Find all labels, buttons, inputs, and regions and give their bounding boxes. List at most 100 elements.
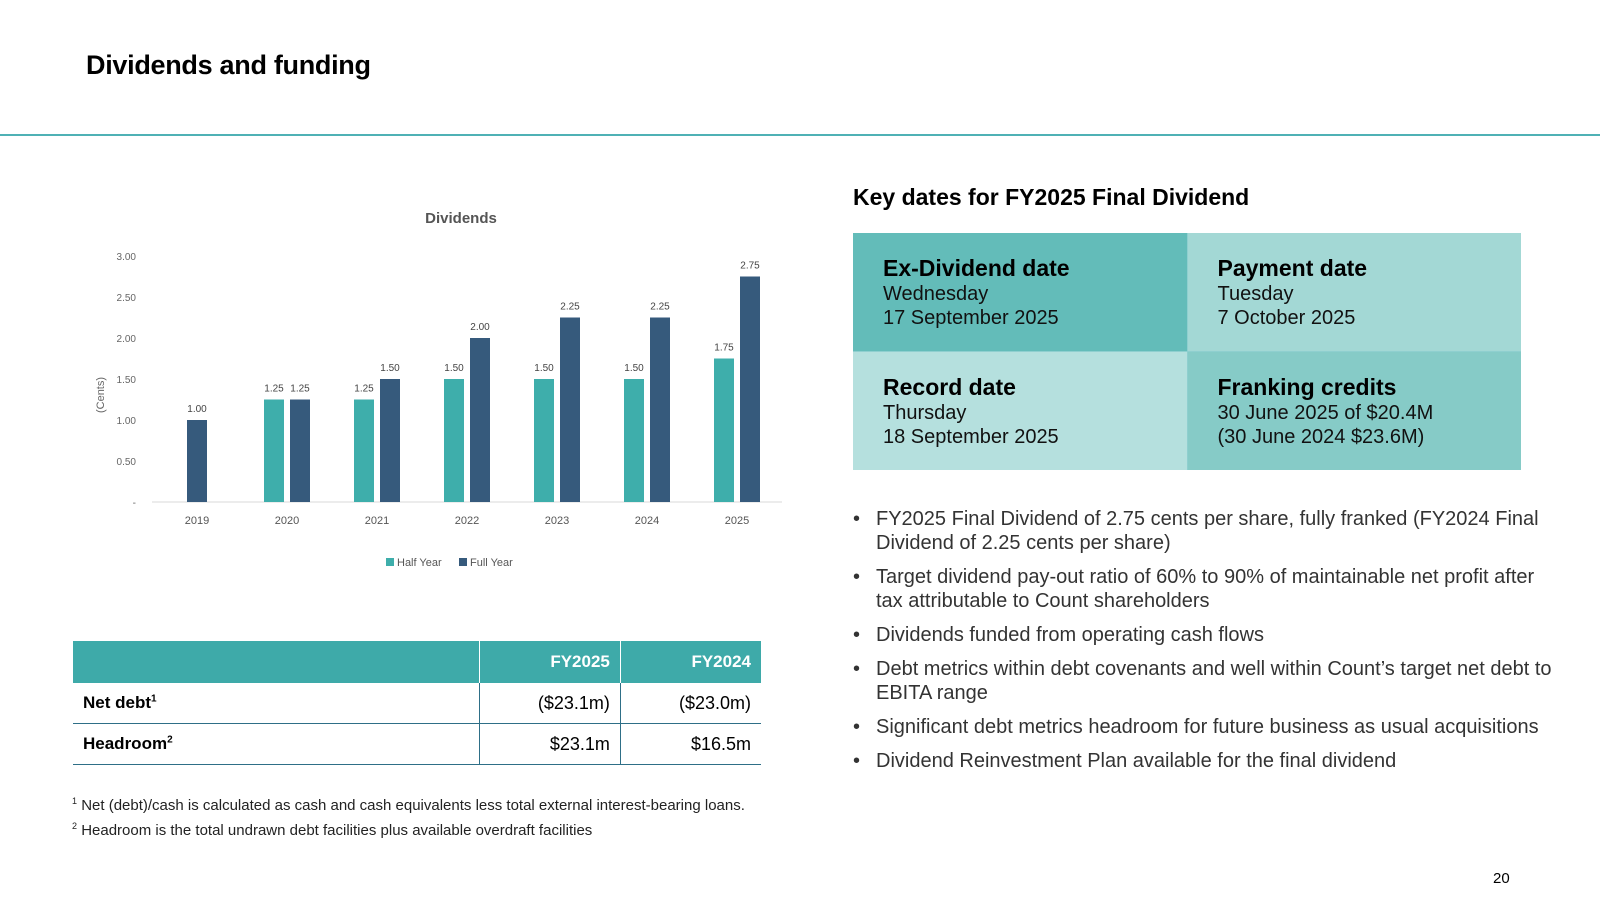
legend-swatch (386, 558, 394, 566)
full-year-bar (290, 399, 310, 502)
half-year-data-label: 1.50 (624, 363, 644, 374)
net-debt-label: Net debt (83, 693, 151, 712)
x-tick-label: 2019 (185, 515, 209, 527)
dividends-chart-svg: Dividends (Cents) - 0.50 1.00 1.50 2.00 2.50 3.0… (95, 210, 782, 569)
half-year-bar (624, 379, 644, 502)
full-year-data-label: 2.00 (470, 322, 490, 333)
legend-swatch (459, 558, 467, 566)
y-tick-label: 0.50 (117, 457, 137, 468)
full-year-data-label: 2.75 (740, 261, 760, 272)
x-tick-label: 2025 (725, 515, 749, 527)
table-row: Headroom2 $23.1m $16.5m (73, 723, 761, 765)
franking-card: Franking credits 30 June 2025 of $20.4M … (1187, 352, 1521, 470)
headroom-fy2025: $23.1m (478, 723, 621, 765)
record-date: 18 September 2025 (883, 426, 1059, 448)
half-year-data-label: 1.50 (444, 363, 464, 374)
half-year-data-label: 1.50 (534, 363, 554, 374)
title-divider (0, 134, 1600, 136)
net-debt-sup: 1 (151, 693, 157, 705)
headroom-label: Headroom (83, 734, 168, 753)
full-year-bar (187, 420, 207, 502)
payment-label: Payment date (1217, 255, 1368, 281)
key-dates-grid: Ex-Dividend date Wednesday 17 September … (853, 233, 1521, 470)
key-dates-title: Key dates for FY2025 Final Dividend (853, 184, 1250, 210)
x-tick-label: 2024 (635, 515, 659, 527)
bullet-item: Dividend Reinvestment Plan available for… (853, 749, 1553, 773)
headroom-fy2024: $16.5m (619, 723, 761, 765)
bullet-item: Dividends funded from operating cash flo… (853, 623, 1553, 647)
row-label-headroom: Headroom2 (73, 723, 479, 765)
y-axis-label: (Cents) (95, 377, 107, 413)
half-year-data-label: 1.75 (714, 343, 734, 354)
record-day: Thursday (883, 402, 967, 424)
payment-day: Tuesday (1217, 283, 1294, 305)
payment-date: 7 October 2025 (1217, 307, 1356, 329)
legend-label: Full Year (470, 557, 513, 569)
headroom-sup: 2 (167, 734, 173, 746)
half-year-bar (534, 379, 554, 502)
y-tick-label: 2.00 (117, 334, 137, 345)
ex-dividend-card: Ex-Dividend date Wednesday 17 September … (853, 233, 1187, 351)
bullet-item: Significant debt metrics headroom for fu… (853, 715, 1553, 739)
half-year-bar (264, 399, 284, 502)
full-year-data-label: 1.50 (380, 363, 400, 374)
full-year-data-label: 1.25 (290, 384, 310, 395)
x-tick-label: 2020 (275, 515, 299, 527)
footnotes: 1 Net (debt)/cash is calculated as cash … (72, 791, 745, 841)
y-tick-label: 1.50 (117, 375, 137, 386)
full-year-bar (560, 317, 580, 502)
dividend-bullets: FY2025 Final Dividend of 2.75 cents per … (853, 507, 1553, 783)
bullet-item: Debt metrics within debt covenants and w… (853, 657, 1553, 705)
table-row: Net debt1 ($23.1m) ($23.0m) (73, 683, 761, 724)
ex-dividend-day: Wednesday (883, 283, 989, 305)
x-tick-label: 2022 (455, 515, 479, 527)
record-card: Record date Thursday 18 September 2025 (853, 352, 1187, 470)
footnote-1-text: Net (debt)/cash is calculated as cash an… (81, 797, 745, 814)
franking-prior: (30 June 2024 $23.6M) (1217, 426, 1425, 448)
full-year-bar (740, 276, 760, 502)
header-fy2025: FY2025 (478, 641, 621, 683)
bullet-item: Target dividend pay-out ratio of 60% to … (853, 565, 1553, 613)
dividends-chart: Dividends (Cents) - 0.50 1.00 1.50 2.00 2.50 3.0… (70, 196, 810, 586)
full-year-data-label: 1.00 (187, 404, 207, 415)
footnote-1: 1 Net (debt)/cash is calculated as cash … (72, 791, 745, 816)
header-blank (73, 641, 479, 683)
page-title: Dividends and funding (86, 50, 371, 80)
legend-label: Half Year (397, 557, 442, 569)
franking-current: 30 June 2025 of $20.4M (1217, 402, 1434, 424)
chart-title: Dividends (425, 210, 497, 227)
ex-dividend-date: 17 September 2025 (883, 307, 1059, 329)
row-label-net-debt: Net debt1 (73, 683, 479, 724)
x-tick-label: 2023 (545, 515, 569, 527)
footnote-2: 2 Headroom is the total undrawn debt fac… (72, 816, 745, 841)
page-number: 20 (1493, 870, 1510, 887)
full-year-data-label: 2.25 (650, 302, 670, 313)
full-year-bar (650, 317, 670, 502)
record-label: Record date (883, 374, 1016, 400)
footnote-1-marker: 1 (72, 796, 78, 806)
full-year-bar (470, 338, 490, 502)
half-year-bar (714, 358, 734, 502)
table-header-row: FY2025 FY2024 (73, 641, 761, 683)
net-debt-fy2024: ($23.0m) (619, 683, 761, 724)
full-year-data-label: 2.25 (560, 302, 580, 313)
full-year-bar (380, 379, 400, 502)
payment-card: Payment date Tuesday 7 October 2025 (1187, 233, 1521, 351)
half-year-data-label: 1.25 (264, 384, 284, 395)
ex-dividend-label: Ex-Dividend date (883, 255, 1070, 281)
half-year-bar (444, 379, 464, 502)
half-year-data-label: 1.25 (354, 384, 374, 395)
footnote-2-marker: 2 (72, 821, 78, 831)
y-tick-label: 1.00 (117, 416, 137, 427)
y-tick-label: 2.50 (117, 293, 137, 304)
half-year-bar (354, 399, 374, 502)
x-tick-label: 2021 (365, 515, 389, 527)
bullet-item: FY2025 Final Dividend of 2.75 cents per … (853, 507, 1553, 555)
footnote-2-text: Headroom is the total undrawn debt facil… (81, 822, 593, 839)
y-tick-label: 3.00 (117, 252, 137, 263)
y-tick-label: - (133, 498, 136, 509)
funding-table: FY2025 FY2024 Net debt1 ($23.1m) ($23.0m… (73, 641, 761, 765)
net-debt-fy2025: ($23.1m) (478, 683, 621, 724)
franking-label: Franking credits (1217, 374, 1397, 400)
header-fy2024: FY2024 (619, 641, 761, 683)
